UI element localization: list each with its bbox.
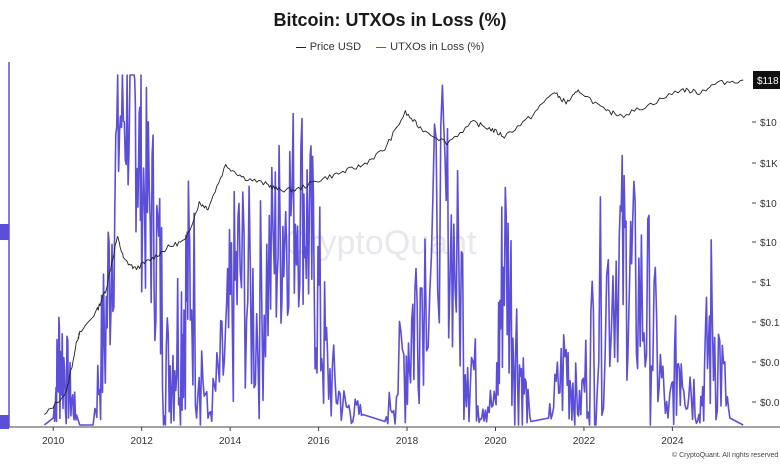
y-tick-label: $0.0 — [760, 398, 780, 409]
x-tick-label: 2012 — [131, 436, 154, 447]
legend-label-price: Price USD — [309, 41, 362, 53]
legend-item-utxo[interactable]: UTXOs in Loss (%) — [376, 41, 484, 53]
left-axis-handle — [0, 224, 9, 240]
y-tick-label: $10 — [760, 199, 777, 210]
current-price-tag — [753, 71, 780, 89]
series-line-price-usd — [44, 79, 744, 415]
current-price-label: $118 — [757, 76, 779, 87]
x-tick-label: 2014 — [219, 436, 242, 447]
left-axis-marker — [0, 415, 9, 429]
y-tick-label: $10 — [760, 118, 777, 129]
y-tick-label: $0.0 — [760, 358, 780, 369]
chart-title: Bitcoin: UTXOs in Loss (%) — [273, 10, 507, 30]
x-tick-label: 2020 — [484, 436, 507, 447]
x-tick-label: 2018 — [396, 436, 419, 447]
legend-item-price[interactable]: Price USD — [295, 41, 362, 53]
y-tick-label: $1 — [760, 278, 772, 289]
legend-label-utxo: UTXOs in Loss (%) — [390, 41, 485, 53]
x-tick-label: 2024 — [661, 436, 684, 447]
x-tick-label: 2016 — [307, 436, 330, 447]
watermark: CryptoQuant — [284, 224, 477, 262]
x-tick-label: 2010 — [42, 436, 65, 447]
y-tick-label: $0.1 — [760, 318, 780, 329]
x-tick-label: 2022 — [573, 436, 596, 447]
legend-swatch-price — [295, 46, 306, 48]
copyright-text: © CryptoQuant. All rights reserved — [672, 452, 779, 459]
legend-swatch-utxo — [376, 46, 387, 48]
y-tick-label: $10 — [760, 238, 777, 249]
y-tick-label: $1K — [760, 159, 778, 170]
series-line-utxos-in-loss — [43, 74, 744, 426]
legend: Price USD UTXOs in Loss (%) — [0, 41, 780, 53]
plot-area: 2010 2012 2014 2016 2018 2020 2022 2024 $118 $10 $… — [0, 62, 780, 447]
